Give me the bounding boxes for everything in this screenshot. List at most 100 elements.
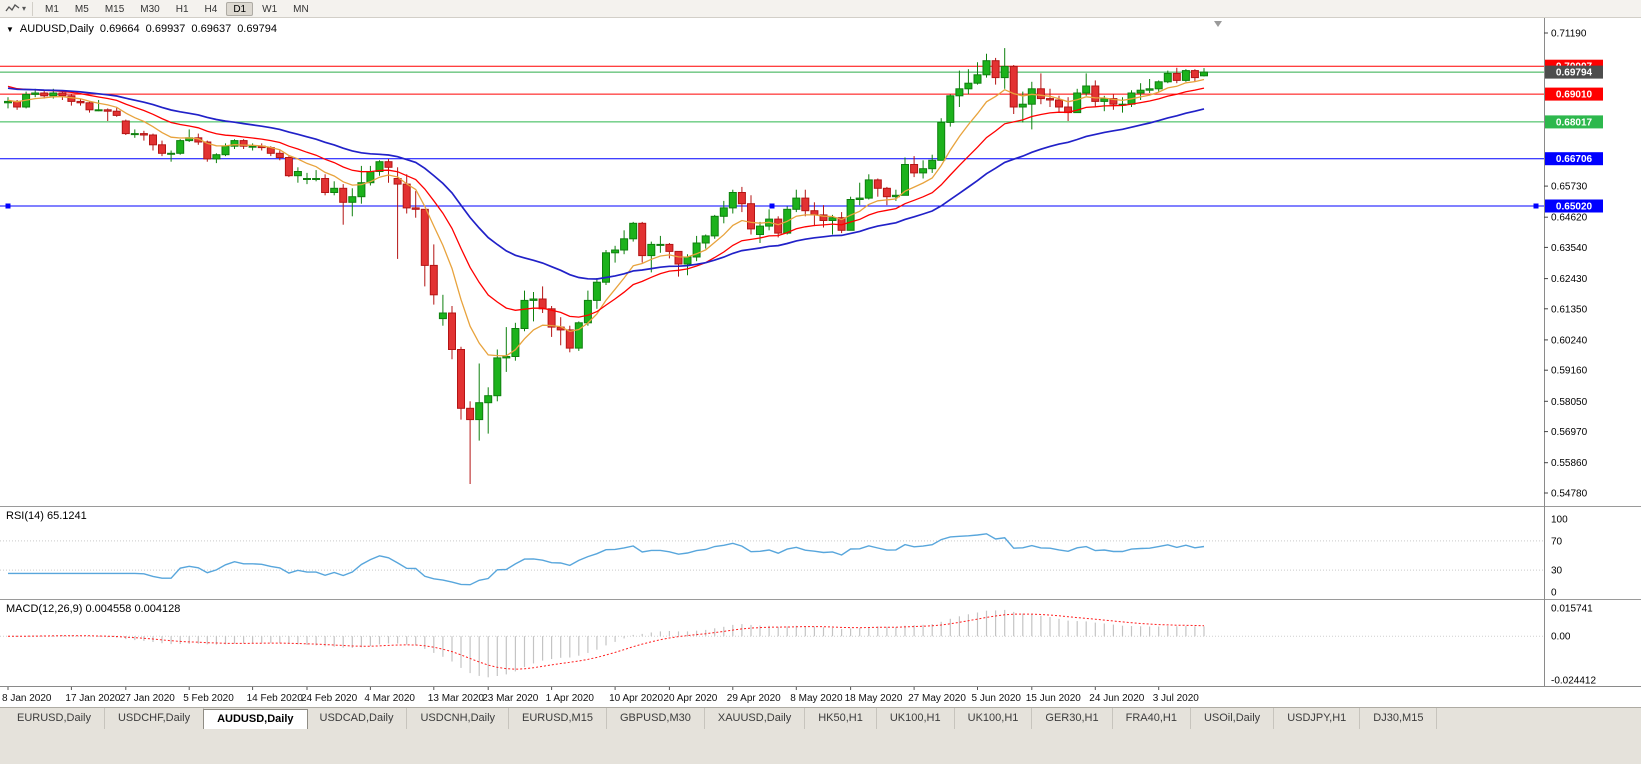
status-area <box>0 729 1641 764</box>
chevron-down-icon: ▾ <box>22 3 27 13</box>
date-tick-label: 8 Jan 2020 <box>2 693 52 704</box>
date-tick-label: 20 Apr 2020 <box>663 693 717 704</box>
support-line-blue-2-drag-handle[interactable] <box>769 203 775 209</box>
chart-tabs-bar: EURUSD,Daily USDCHF,Daily AUDUSD,Daily USDC… <box>0 707 1641 729</box>
rsi-current-value: 65.1241 <box>46 510 87 522</box>
macd-histogram <box>16 609 1205 678</box>
price-tick-label: 0.54780 <box>1551 489 1588 500</box>
date-tick-label: 14 Feb 2020 <box>247 693 304 704</box>
chart-tab-usdcad-daily[interactable]: USDCAD,Daily <box>307 708 408 729</box>
date-tick-label: 24 Feb 2020 <box>301 693 358 704</box>
date-tick-label: 5 Jun 2020 <box>972 693 1022 704</box>
timeframe-button-m15[interactable]: M15 <box>104 3 125 15</box>
ohlc-open-value: 0.69664 <box>99 23 140 35</box>
timeframe-button-w1[interactable]: W1 <box>262 3 278 15</box>
date-tick-label: 5 Feb 2020 <box>183 693 234 704</box>
chart-tab-dj30-m15[interactable]: DJ30,M15 <box>1360 708 1438 729</box>
bid-price-line-price-badge <box>1545 65 1603 79</box>
price-tick-label: 0.61350 <box>1551 304 1588 315</box>
price-tick-label: 0.71190 <box>1551 29 1587 40</box>
ohlc-low-value: 0.69637 <box>191 23 232 35</box>
chart-tab-usdchf-daily[interactable]: USDCHF,Daily <box>105 708 205 729</box>
timeframe-button-h4[interactable]: H4 <box>204 3 218 15</box>
price-tick-label: 0.56970 <box>1551 427 1588 438</box>
chart-title-bar: ▼ AUDUSD,Daily 0.69664 0.69937 0.69637 0… <box>6 23 277 35</box>
price-tick-label: 0.58050 <box>1551 397 1588 408</box>
line-chart-icon <box>5 4 20 12</box>
chart-tab-audusd-daily[interactable]: AUDUSD,Daily <box>203 709 308 729</box>
support-line-green-badge-text: 0.68017 <box>1556 117 1593 128</box>
ma-slow-line <box>7 87 1205 280</box>
chart-tab-usoil-daily[interactable]: USOil,Daily <box>1191 708 1275 729</box>
timeframe-button-m1[interactable]: M1 <box>45 3 59 15</box>
ohlc-high-value: 0.69937 <box>145 23 186 35</box>
date-tick-label: 15 Jun 2020 <box>1026 693 1081 704</box>
date-tick-label: 24 Jun 2020 <box>1089 693 1144 704</box>
date-tick-label: 17 Jan 2020 <box>65 693 120 704</box>
support-line-blue-1-badge-text: 0.66706 <box>1556 154 1593 165</box>
timeframe-button-m5[interactable]: M5 <box>74 3 89 15</box>
macd-name: MACD(12,26,9) <box>6 603 83 615</box>
macd-indicator-label: MACD(12,26,9) 0.004558 0.004128 <box>6 603 180 615</box>
date-tick-label: 29 Apr 2020 <box>727 693 781 704</box>
timeframe-button-mn[interactable]: MN <box>293 3 309 15</box>
chart-type-button[interactable]: ▾ <box>3 1 34 16</box>
timeframe-button-d1[interactable]: D1 <box>226 1 254 16</box>
macd-signal-value: 0.004128 <box>134 603 181 615</box>
price-tick-label: 0.63540 <box>1551 243 1588 254</box>
price-tick-label: 0.65730 <box>1551 182 1588 193</box>
price-chart[interactable]: 0.71190 0.65730 0.64620 0.63540 0.62430 0.613… <box>0 18 1641 707</box>
rsi-tick-label: 30 <box>1551 566 1563 577</box>
chart-tab-uk100-h1[interactable]: UK100,H1 <box>877 708 955 729</box>
support-line-blue-2-drag-handle[interactable] <box>5 203 11 209</box>
price-tick-label: 0.64620 <box>1551 213 1588 224</box>
chart-window[interactable]: 0.71190 0.65730 0.64620 0.63540 0.62430 0.613… <box>0 18 1641 707</box>
bid-price-line-badge-text: 0.69794 <box>1556 68 1593 79</box>
date-tick-label: 18 May 2020 <box>845 693 903 704</box>
chart-symbol-label: AUDUSD,Daily <box>19 23 94 35</box>
macd-tick-label: -0.024412 <box>1551 676 1596 687</box>
chart-tab-hk50-h1[interactable]: HK50,H1 <box>805 708 877 729</box>
rsi-tick-label: 100 <box>1551 515 1568 526</box>
macd-signal-line <box>7 613 1205 670</box>
support-line-blue-2-badge-text: 0.65020 <box>1556 202 1593 213</box>
support-line-blue-2-drag-handle[interactable] <box>1533 203 1539 209</box>
timeframe-button-h1[interactable]: H1 <box>175 3 189 15</box>
resistance-line-2-badge-text: 0.69010 <box>1556 90 1593 101</box>
chart-shift-marker[interactable] <box>1214 21 1222 27</box>
macd-tick-label: 0.015741 <box>1551 604 1593 615</box>
chart-tab-usdjpy-h1[interactable]: USDJPY,H1 <box>1274 708 1361 729</box>
price-tick-label: 0.59160 <box>1551 366 1588 377</box>
chart-tab-usdcnh-daily[interactable]: USDCNH,Daily <box>407 708 510 729</box>
date-tick-label: 1 Apr 2020 <box>546 693 595 704</box>
chart-menu-icon[interactable]: ▼ <box>6 24 14 34</box>
rsi-name: RSI(14) <box>6 510 44 522</box>
price-tick-label: 0.62430 <box>1551 274 1588 285</box>
chart-tab-fra40-h1[interactable]: FRA40,H1 <box>1113 708 1191 729</box>
support-line-blue-2-price-badge <box>1545 199 1603 213</box>
date-tick-label: 4 Mar 2020 <box>364 693 415 704</box>
timeframe-buttons-group: M1 M5 M15 M30 H1 H4 D1 W1 MN <box>38 1 316 16</box>
chart-tab-eurusd-daily[interactable]: EURUSD,Daily <box>4 708 105 729</box>
chart-tab-gbpusd-m30[interactable]: GBPUSD,M30 <box>607 708 705 729</box>
chart-tab-uk100-h1[interactable]: UK100,H1 <box>955 708 1033 729</box>
support-line-green-price-badge <box>1545 115 1603 129</box>
chart-background <box>0 18 1641 707</box>
timeframe-button-m30[interactable]: M30 <box>140 3 160 15</box>
date-tick-label: 27 May 2020 <box>908 693 966 704</box>
horizontal-lines-layer <box>0 65 1544 209</box>
rsi-indicator-label: RSI(14) 65.1241 <box>6 510 87 522</box>
date-tick-label: 8 May 2020 <box>790 693 843 704</box>
chart-tab-ger30-h1[interactable]: GER30,H1 <box>1032 708 1113 729</box>
price-tick-label: 0.60240 <box>1551 335 1588 346</box>
rsi-line <box>8 533 1205 586</box>
price-tick-label: 0.55860 <box>1551 458 1588 469</box>
chart-tab-xauusd-daily[interactable]: XAUUSD,Daily <box>705 708 806 729</box>
ma-mid-line <box>7 85 1205 318</box>
chart-tab-eurusd-m15[interactable]: EURUSD,M15 <box>509 708 607 729</box>
date-tick-label: 13 Mar 2020 <box>428 693 485 704</box>
date-tick-label: 10 Apr 2020 <box>609 693 663 704</box>
date-tick-label: 27 Jan 2020 <box>120 693 175 704</box>
rsi-tick-label: 70 <box>1551 536 1563 547</box>
